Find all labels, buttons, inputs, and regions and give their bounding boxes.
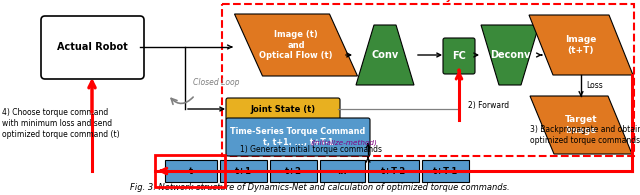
Bar [222, 4, 634, 156]
Bar [320, 160, 365, 182]
Text: t+T-2: t+T-2 [381, 167, 406, 176]
Text: (Initialize-method): (Initialize-method) [310, 140, 377, 146]
Bar [368, 160, 419, 182]
Text: Image
(t+T): Image (t+T) [565, 35, 596, 55]
FancyBboxPatch shape [226, 98, 340, 120]
Text: t+T-1: t+T-1 [433, 167, 458, 176]
Polygon shape [356, 25, 414, 85]
Text: t+2: t+2 [285, 167, 302, 176]
Text: Fig. 3. Network structure of Dynamics-Net and calculation of optimized torque co: Fig. 3. Network structure of Dynamics-Ne… [130, 183, 510, 192]
Text: 1) Generate initial torque commands: 1) Generate initial torque commands [240, 145, 382, 154]
Text: t: t [189, 167, 193, 176]
Text: Closed Loop: Closed Loop [193, 78, 239, 87]
Polygon shape [234, 14, 358, 76]
Text: Loss: Loss [586, 81, 603, 90]
Text: Image (t)
and
Optical Flow (t): Image (t) and Optical Flow (t) [259, 30, 333, 60]
Text: t+1: t+1 [235, 167, 252, 176]
Text: Actual Robot: Actual Robot [57, 43, 128, 52]
Text: Target
Image: Target Image [564, 115, 597, 135]
Text: 3) Backpropagate and obtain
optimized torque commands: 3) Backpropagate and obtain optimized to… [530, 125, 640, 145]
FancyBboxPatch shape [41, 16, 144, 79]
Text: Time-Series Torque Command
t, t+1, ..., t+T-1: Time-Series Torque Command t, t+1, ..., … [230, 127, 365, 147]
Text: Dynamics-Net: Dynamics-Net [436, 0, 518, 2]
Bar [155, 155, 225, 187]
Text: 2) Forward: 2) Forward [468, 101, 509, 110]
Bar [165, 160, 217, 182]
Polygon shape [529, 15, 633, 75]
Text: 4) Choose torque command
with minimum loss and send
optimized torque command (t): 4) Choose torque command with minimum lo… [2, 108, 120, 139]
FancyBboxPatch shape [226, 118, 370, 156]
Text: ...: ... [338, 167, 348, 176]
FancyBboxPatch shape [443, 38, 475, 74]
Text: Deconv: Deconv [490, 50, 530, 60]
Polygon shape [530, 96, 632, 154]
FancyArrowPatch shape [171, 97, 193, 104]
Bar [422, 160, 469, 182]
Text: Conv: Conv [371, 50, 399, 60]
Bar [270, 160, 317, 182]
Bar [220, 160, 267, 182]
Polygon shape [481, 25, 539, 85]
Text: Joint State (t): Joint State (t) [250, 105, 316, 113]
Text: FC: FC [452, 51, 466, 61]
